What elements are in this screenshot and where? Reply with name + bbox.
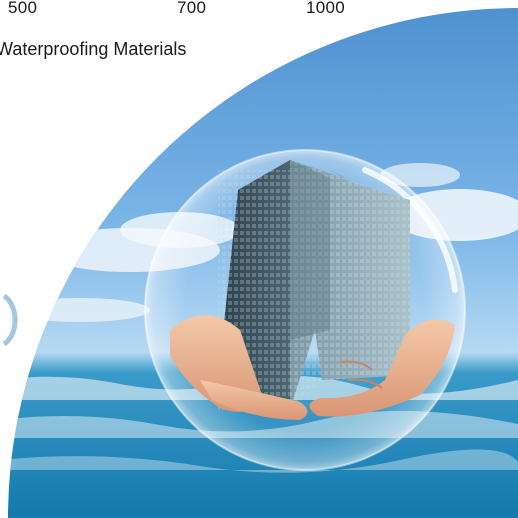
number-700: 700	[177, 0, 207, 17]
caption-waterproofing-materials: Waterproofing Materials	[0, 39, 187, 59]
number-500: 500	[8, 0, 38, 17]
number-1000: 1000	[306, 0, 346, 17]
